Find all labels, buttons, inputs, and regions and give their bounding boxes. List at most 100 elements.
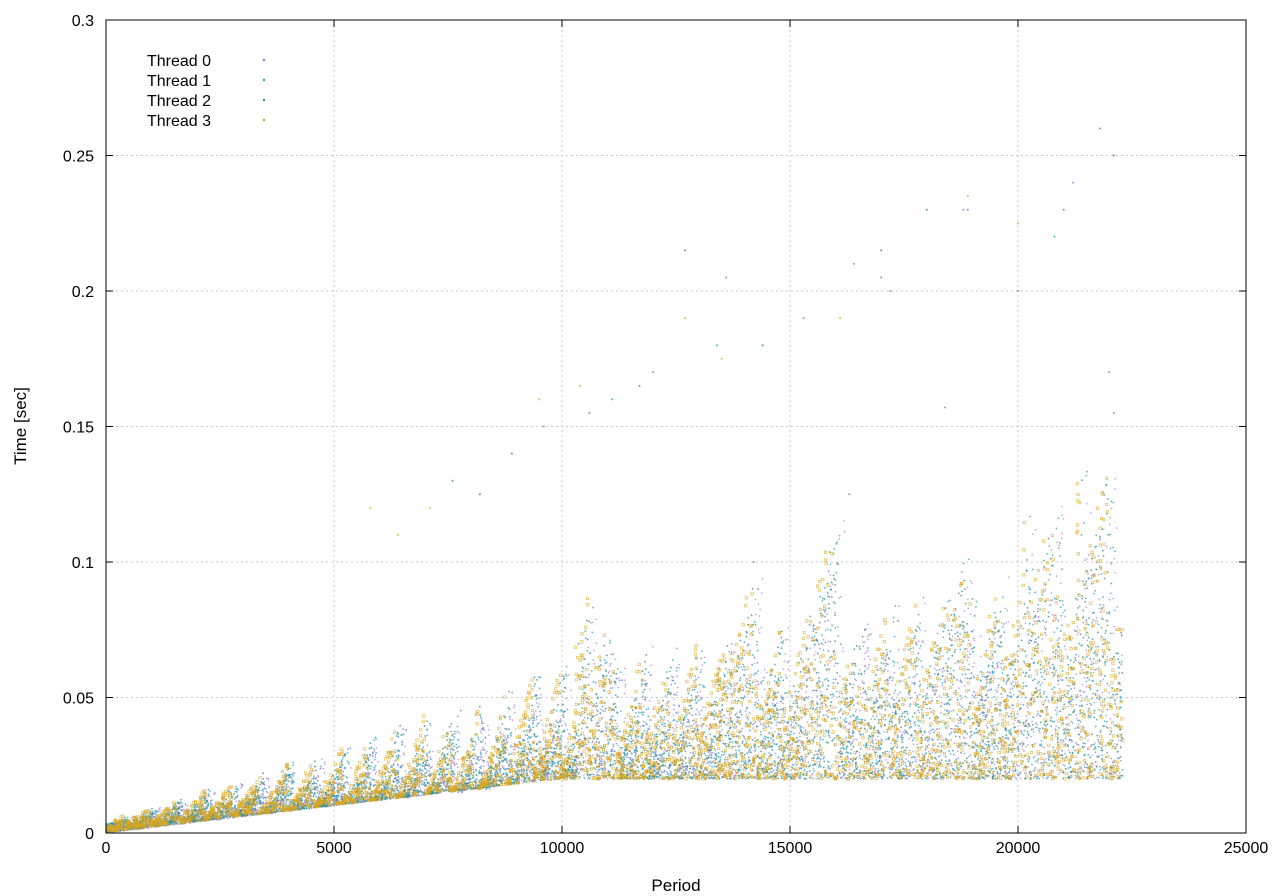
data-point [1095,646,1097,648]
data-point [608,670,611,673]
data-point [478,769,481,772]
data-point [1026,725,1029,728]
data-point [1039,731,1041,734]
data-point [1075,741,1077,744]
data-point [826,613,829,615]
data-point [989,745,992,748]
data-point [577,729,580,732]
data-point [535,718,538,721]
data-point [1001,718,1003,721]
data-point [908,749,911,752]
data-point [538,703,541,705]
outlier-point [725,276,728,279]
data-point [310,807,313,810]
data-point [1015,764,1018,766]
data-point [1090,660,1093,663]
data-point [611,715,614,718]
data-point [685,740,687,743]
data-point [703,685,706,688]
data-point [236,794,239,796]
data-point [982,714,984,717]
data-point [1045,757,1047,760]
data-point [565,665,568,668]
data-point [598,725,601,727]
data-point [883,668,886,671]
data-point [966,586,969,589]
data-point [1022,648,1024,651]
data-point [971,694,974,697]
data-point [761,577,764,580]
data-point [968,663,971,666]
data-point [454,763,456,765]
data-point [453,749,455,752]
data-point [1052,675,1055,678]
data-point [783,741,786,744]
data-point [624,717,626,719]
data-point [1045,761,1048,764]
data-point [893,699,896,701]
data-point [911,681,913,684]
data-point [721,750,723,753]
data-point [600,708,602,711]
data-point [995,698,998,701]
data-point [496,774,499,777]
data-point [678,705,680,707]
data-point [947,773,949,776]
data-point [260,793,263,796]
data-point [987,696,989,699]
data-point [520,758,523,761]
data-point [996,747,999,750]
data-point [483,728,486,731]
data-point [1102,606,1105,608]
data-point [964,695,967,698]
data-point [486,761,488,763]
data-point [432,750,434,753]
data-point [687,725,689,728]
data-point [323,763,326,765]
data-point [924,629,926,632]
data-point [699,724,702,727]
data-point [755,672,758,674]
data-point [943,670,946,672]
data-point [997,686,999,689]
data-point [676,691,678,693]
data-point [700,748,703,750]
data-point [604,752,606,754]
data-point [879,748,882,750]
data-point [709,760,712,762]
data-point [1078,705,1081,707]
data-point [971,582,973,584]
data-point [796,699,798,701]
data-point [1051,720,1054,723]
data-point [729,753,732,756]
data-point [757,670,760,672]
data-point [1105,714,1108,717]
data-point [951,625,953,627]
data-point [782,698,785,701]
data-point [931,699,934,702]
data-point [1007,658,1010,661]
data-point [827,640,830,643]
data-point [527,735,530,738]
data-point [630,764,632,766]
data-point [1097,623,1100,626]
data-point [691,768,694,771]
data-point [609,687,612,690]
data-point [317,789,319,792]
data-point [764,761,767,764]
data-point [291,792,294,794]
data-point [855,738,858,741]
data-point [980,711,983,714]
data-point [829,574,831,576]
data-point [729,687,732,690]
data-point [802,770,805,772]
data-point [645,721,647,724]
data-point [153,813,156,815]
data-point [506,727,508,730]
data-point [1112,632,1115,635]
data-point [930,711,932,713]
data-point [976,757,979,760]
data-point [367,769,369,772]
data-point [789,743,792,746]
data-point [806,677,809,680]
